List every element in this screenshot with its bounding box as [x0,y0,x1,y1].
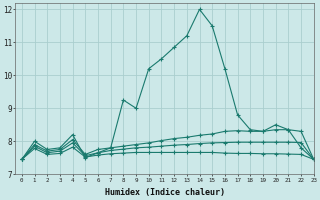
X-axis label: Humidex (Indice chaleur): Humidex (Indice chaleur) [105,188,225,197]
